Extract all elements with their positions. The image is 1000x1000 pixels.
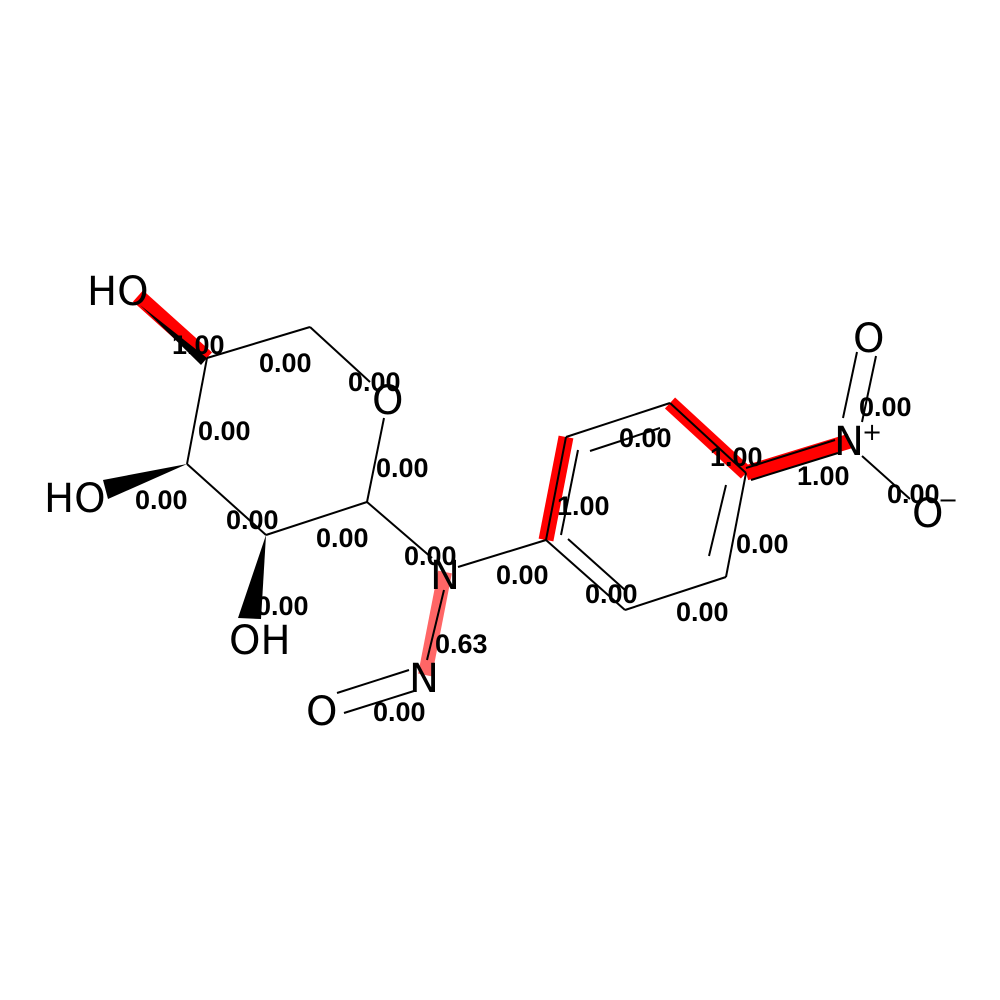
atom-o-ring: O (372, 378, 403, 424)
weight-label-aryl-bottom-left: 0.00 (585, 579, 638, 609)
bond-c4-c3 (186, 463, 267, 536)
bond-ar-c1-c2 (545, 436, 567, 541)
weight-label-aryl-top: 0.00 (619, 423, 672, 453)
weight-label-aryl-nitro-c: 1.00 (710, 442, 763, 472)
bond-c1-n (366, 501, 433, 559)
atom-n-nitro-charge: + (862, 418, 882, 446)
bond-no-top-b (861, 355, 877, 423)
weight-label-c4-oh: 0.00 (135, 485, 188, 515)
bond-layer (103, 305, 911, 714)
atom-ho-top: HO (87, 269, 149, 315)
weight-label-c5-c4: 0.00 (198, 416, 251, 446)
weight-label-no-top: 0.00 (859, 392, 912, 422)
weight-label-c3-oh: 0.00 (256, 591, 309, 621)
highlight-band-nitro (743, 433, 853, 481)
highlight-band-ho-top (132, 290, 213, 364)
bond-n-nn (426, 589, 445, 661)
bond-ar-c3-c4 (669, 402, 747, 474)
atom-o-nitroso: O (306, 689, 337, 735)
atom-oh-bottom: OH (229, 618, 291, 664)
weight-label-no-right: 0.00 (887, 479, 940, 509)
weight-label-n-aryl: 0.00 (496, 560, 549, 590)
bond-n-aryl (457, 539, 547, 568)
bond-c-nitro-b (750, 452, 839, 481)
weight-label-c1-n: 0.00 (404, 541, 457, 571)
bond-ar-c5-c6 (624, 576, 727, 611)
weight-label-ho-top: 1.00 (172, 330, 225, 360)
bond-ar-c6-c1-inner (567, 538, 626, 591)
bond-c6-o (309, 326, 371, 383)
atom-o-nitro-top: O (853, 316, 884, 362)
atom-n-nitroso: N (409, 656, 439, 702)
bond-c5-c6 (206, 326, 311, 359)
bond-c5-c4 (186, 357, 208, 465)
atom-n-nitro: N (834, 419, 864, 465)
bond-ar-c4-c5 (725, 472, 747, 578)
weight-label-c-nitro: 1.00 (797, 461, 850, 491)
weight-label-o-c1: 0.00 (376, 453, 429, 483)
weight-label-c4-c3: 0.00 (226, 505, 279, 535)
weight-label-nn-o: 0.00 (373, 697, 426, 727)
weight-label-n-nn: 0.63 (435, 629, 488, 659)
weight-label-aryl-right: 0.00 (736, 529, 789, 559)
bond-ar-c2-c3 (565, 402, 671, 438)
bond-nn-o-b (343, 690, 415, 714)
weight-label-c5-c6: 0.00 (259, 348, 312, 378)
weight-layer: 1.00 0.00 0.00 0.00 0.00 0.00 0.00 0.00 … (135, 330, 940, 727)
atom-ho-left: HO (44, 476, 106, 522)
bond-ar-c6-c1 (545, 539, 626, 611)
weight-label-c3-c2: 0.00 (316, 523, 369, 553)
weight-label-aryl-bottom-right: 0.00 (676, 597, 729, 627)
weight-label-aryl-1: 1.00 (557, 491, 610, 521)
atom-n-amine: N (430, 553, 460, 599)
wedge-bond-oh-bottom (238, 535, 266, 619)
weight-label-c6-o: 0.00 (348, 367, 401, 397)
bond-no-top-a (842, 351, 858, 419)
bond-ar-c4-c5-inner (708, 484, 727, 557)
wedge-bond-ho-left (103, 464, 187, 499)
bond-ar-c1-c2-inner (560, 449, 579, 536)
wedge-bond-ho-top (140, 305, 207, 365)
bond-no-right (861, 455, 911, 500)
atom-layer: HO O HO OH N N O N + O O − (44, 269, 958, 735)
bond-c3-c2 (265, 501, 368, 536)
bond-c-nitro-a (745, 439, 836, 469)
bond-nn-o-a (336, 669, 410, 694)
atom-o-nitro-right: O (912, 491, 943, 537)
atom-o-nitro-right-charge: − (938, 486, 958, 514)
bond-ar-c2-c3-inner (589, 427, 661, 452)
bond-o-c1 (366, 417, 385, 503)
